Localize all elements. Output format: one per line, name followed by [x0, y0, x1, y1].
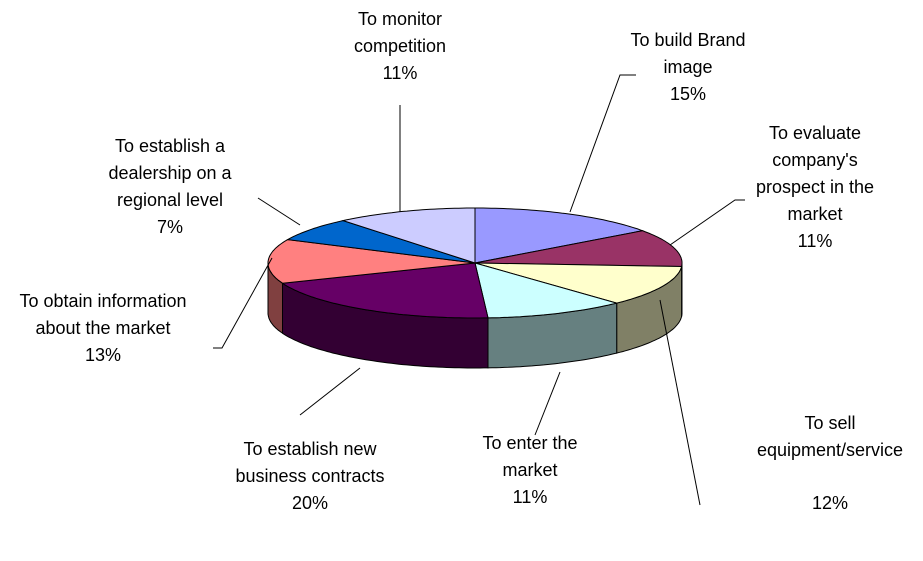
value-label: 11% — [797, 231, 833, 251]
leader-line — [299, 367, 361, 416]
slice-label: To establish new business contracts 20% — [215, 436, 405, 517]
value-label: 7% — [156, 217, 183, 237]
value-label: 15% — [669, 84, 707, 104]
slice — [474, 262, 683, 304]
category-label: To monitor competition — [353, 9, 447, 56]
value-label: 13% — [84, 345, 122, 365]
slice-label: To obtain information about the market 13… — [8, 288, 198, 369]
slice — [341, 207, 476, 264]
value-label: 20% — [291, 493, 329, 513]
slice — [286, 220, 476, 264]
category-label: To sell equipment/service — [756, 413, 904, 460]
slice — [281, 262, 489, 319]
slice-label: To enter the market 11% — [460, 430, 600, 511]
leader-line — [534, 371, 561, 436]
leader-line — [257, 197, 301, 226]
slice — [474, 230, 683, 268]
slice-label: To evaluate company's prospect in the ma… — [745, 120, 885, 255]
category-label: To obtain information about the market — [19, 291, 187, 338]
value-label: 11% — [382, 63, 418, 83]
category-label: To establish a dealership on a regional … — [108, 136, 232, 210]
slice — [474, 262, 617, 319]
leader-line — [569, 74, 636, 213]
category-label: To build Brand image — [630, 30, 746, 77]
slice — [267, 239, 476, 284]
slice-label: To sell equipment/service 12% — [745, 410, 915, 517]
slice-label: To establish a dealership on a regional … — [83, 133, 258, 241]
slice-label: To build Brand image 15% — [613, 27, 763, 108]
category-label: To enter the market — [482, 433, 578, 480]
slice — [474, 207, 645, 264]
leader-line — [669, 199, 745, 246]
leader-line — [213, 257, 273, 349]
category-label: To establish new business contracts — [235, 439, 385, 486]
slice-label: To monitor competition 11% — [330, 6, 470, 87]
value-label: 12% — [811, 493, 849, 513]
value-label: 11% — [512, 487, 548, 507]
category-label: To evaluate company's prospect in the ma… — [755, 123, 875, 224]
leader-line — [659, 299, 701, 506]
